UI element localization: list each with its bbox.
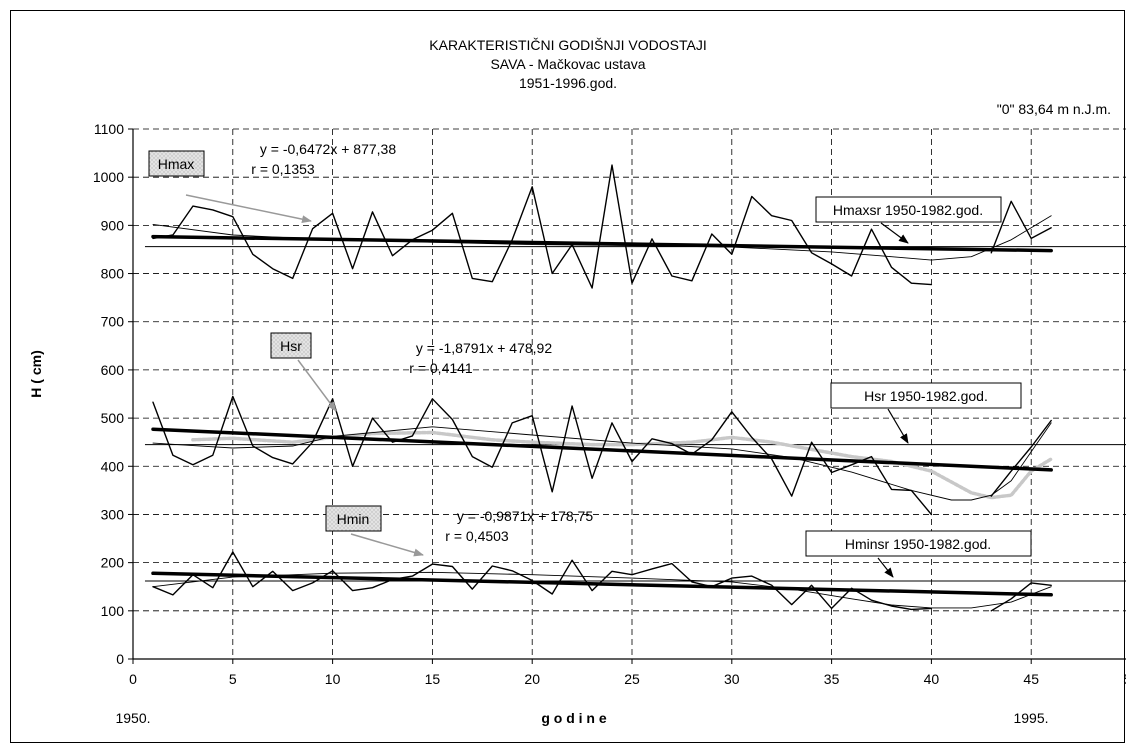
- pointer-hmaxsr: [880, 222, 909, 244]
- equation-hmax: y = -0,6472x + 877,38 r = 0,1353: [251, 141, 396, 177]
- label-hsr: Hsr: [270, 332, 312, 359]
- chart-frame: 0 100 200 300 400 500 600 700 800 900 1000 1100 0 5 10…: [10, 10, 1126, 743]
- equation-hmax-line: y = -0,6472x + 877,38: [260, 141, 396, 157]
- x-tick-label: 25: [624, 671, 640, 687]
- series-hmin-observed: [152, 551, 933, 611]
- datum-note: "0" 83,64 m n.J.m.: [997, 101, 1111, 117]
- y-tick-label: 500: [101, 410, 125, 426]
- y-tick-label: 1100: [94, 121, 124, 137]
- series-hmax-linear-trend: [151, 234, 1053, 253]
- y-tick-label: 700: [101, 314, 125, 330]
- series-layer: [144, 164, 1126, 612]
- title-line-1: KARAKTERISTIČNI GODIŠNJI VODOSTAJI: [429, 37, 706, 53]
- y-axis-label: H ( cm): [28, 350, 44, 397]
- y-tick-label: 200: [101, 555, 125, 571]
- x-tick-label: 45: [1023, 671, 1039, 687]
- y-tick-label: 800: [101, 266, 125, 282]
- label-hsr-text: Hsr: [280, 338, 302, 354]
- equation-hsr-line: y = -1,8791x + 478,92: [416, 340, 552, 356]
- title-line-3: 1951-1996.god.: [519, 75, 617, 91]
- chart-title: KARAKTERISTIČNI GODIŠNJI VODOSTAJI SAVA …: [429, 37, 706, 91]
- x-year-label-start: 1950.: [115, 710, 150, 726]
- equation-hmin-r: r = 0,4503: [445, 528, 509, 544]
- y-tick-label: 1000: [93, 169, 124, 185]
- series-hmax-observed-tail: [990, 200, 1052, 254]
- x-tick-label: 15: [425, 671, 441, 687]
- x-axis-label: g o d i n e: [541, 710, 607, 726]
- equation-hsr: y = -1,8791x + 478,92 r = 0,4141: [409, 340, 552, 376]
- label-hmin-text: Hmin: [337, 511, 370, 527]
- axes: 0 100 200 300 400 500 600 700 800 900 1000 1100 0 5 10…: [93, 121, 1126, 687]
- series-hmin-linear-trend: [151, 571, 1053, 597]
- x-tick-label: 5: [229, 671, 237, 687]
- equation-hsr-r: r = 0,4141: [409, 360, 473, 376]
- label-hminsr-box: [805, 530, 1032, 557]
- label-hsrref-text: Hsr 1950-1982.god.: [864, 388, 988, 404]
- label-hmin: Hmin: [325, 505, 382, 532]
- x-tick-label: 50: [1123, 671, 1126, 687]
- label-hmax-text: Hmax: [158, 156, 195, 172]
- label-hmax: Hmax: [148, 150, 205, 177]
- pointer-hmin: [350, 533, 424, 557]
- label-hminsr: Hminsr 1950-1982.god.: [805, 530, 1032, 557]
- x-tick-label: 10: [325, 671, 341, 687]
- equation-hmax-r: r = 0,1353: [251, 161, 315, 177]
- equation-hmin: y = -0,9871x + 178,75 r = 0,4503: [445, 508, 593, 544]
- x-tick-label: 40: [924, 671, 940, 687]
- label-hsrref: Hsr 1950-1982.god.: [830, 382, 1022, 409]
- pointer-hmax: [185, 194, 312, 224]
- x-tick-label: 35: [824, 671, 840, 687]
- label-hmaxsr-box: [815, 196, 1002, 223]
- x-tick-label: 30: [724, 671, 740, 687]
- series-hmin-observed-tail: [990, 582, 1052, 612]
- label-hmaxsr: Hmaxsr 1950-1982.god.: [815, 196, 1002, 223]
- label-hminsr-text: Hminsr 1950-1982.god.: [845, 536, 991, 552]
- label-hsr-box: [270, 332, 312, 359]
- y-tick-label: 300: [101, 506, 125, 522]
- y-tick-label: 900: [101, 217, 125, 233]
- y-tick-label: 0: [116, 651, 124, 667]
- y-tick-label: 400: [101, 458, 125, 474]
- y-tick-label: 100: [101, 603, 125, 619]
- x-tick-label: 0: [129, 671, 137, 687]
- equation-hmin-line: y = -0,9871x + 178,75: [457, 508, 593, 524]
- label-hmax-box: [148, 150, 205, 177]
- x-tick-label: 20: [524, 671, 540, 687]
- series-hsr-linear-trend: [151, 427, 1053, 472]
- series-hsr-observed-tail: [990, 419, 1052, 497]
- chart-svg: 0 100 200 300 400 500 600 700 800 900 1000 1100 0 5 10…: [28, 37, 1126, 726]
- x-year-label-end: 1995.: [1013, 710, 1048, 726]
- label-hmin-box: [325, 505, 382, 532]
- pointer-hsrref: [887, 408, 909, 444]
- pointer-hsr: [297, 359, 337, 412]
- label-hsrref-box: [830, 382, 1022, 409]
- series-hmin-polynomial-trend: [152, 571, 1052, 609]
- series-hmax-observed: [152, 164, 933, 289]
- label-hmaxsr-text: Hmaxsr 1950-1982.god.: [833, 202, 983, 218]
- y-tick-label: 600: [101, 362, 125, 378]
- title-line-2: SAVA - Mačkovac ustava: [490, 56, 645, 72]
- series-hsr-observed: [152, 395, 933, 516]
- pointer-hminsr: [877, 557, 894, 578]
- pointer-arrows: [185, 194, 909, 578]
